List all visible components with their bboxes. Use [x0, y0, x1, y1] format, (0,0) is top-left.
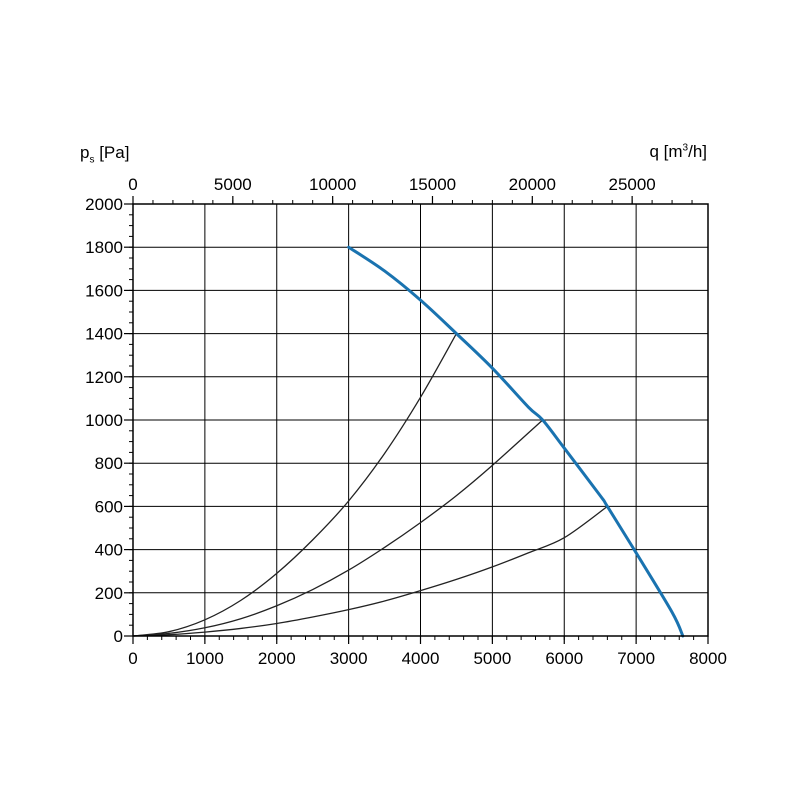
- y-tick-label: 1000: [85, 411, 123, 430]
- y-tick-label: 1600: [85, 281, 123, 300]
- x-tick-label: 2000: [258, 649, 296, 668]
- top-tick-label: 0: [128, 175, 137, 194]
- y-tick-label: 600: [95, 497, 123, 516]
- top-axis-title-main: q [m: [649, 142, 683, 161]
- top-tick-label: 20000: [509, 175, 556, 194]
- x-tick-label: 0: [128, 649, 137, 668]
- y-tick-label: 400: [95, 541, 123, 560]
- x-tick-label: 3000: [330, 649, 368, 668]
- x-tick-label: 7000: [617, 649, 655, 668]
- x-tick-label: 6000: [545, 649, 583, 668]
- x-tick-label: 4000: [402, 649, 440, 668]
- y-tick-label: 1400: [85, 325, 123, 344]
- plot-frame: [132, 203, 709, 637]
- fan-curve-line: [347, 245, 685, 638]
- curves: [132, 245, 685, 638]
- top-tick-label: 15000: [409, 175, 456, 194]
- y-tick-label: 1800: [85, 238, 123, 257]
- y-tick-label: 2000: [85, 195, 123, 214]
- y-axis-title-main: p: [80, 143, 90, 162]
- tick-labels: 0 1000 2000 3000 4000 5000 6000 7000 80000200400…: [85, 175, 727, 668]
- x-tick-label: 8000: [689, 649, 727, 668]
- y-axis-title: ps [Pa]: [80, 143, 129, 165]
- grid: [124, 203, 709, 644]
- x-tick-label: 1000: [186, 649, 224, 668]
- top-axis-title-sup: 3: [682, 142, 689, 154]
- x-tick-label: 5000: [473, 649, 511, 668]
- system-curve-line: [132, 505, 609, 637]
- top-axis-title: q [m3/h]: [649, 142, 707, 162]
- top-axis-title-end: /h]: [688, 142, 707, 161]
- y-tick-label: 0: [114, 627, 123, 646]
- system-curve-line: [132, 419, 544, 637]
- top-tick-label: 10000: [309, 175, 356, 194]
- y-axis-title-sub: s: [89, 154, 95, 166]
- y-tick-label: 800: [95, 454, 123, 473]
- top-tick-label: 25000: [608, 175, 655, 194]
- y-axis-title-unit: [Pa]: [94, 143, 130, 162]
- y-tick-label: 1200: [85, 368, 123, 387]
- minor-ticks: [129, 196, 709, 640]
- top-tick-label: 5000: [214, 175, 252, 194]
- y-tick-label: 200: [95, 584, 123, 603]
- system-curve-line: [132, 332, 458, 637]
